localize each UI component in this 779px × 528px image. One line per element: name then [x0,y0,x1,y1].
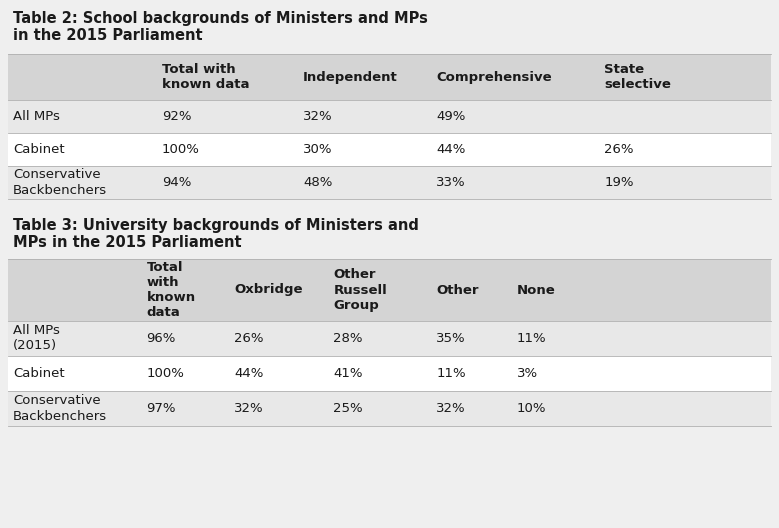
Text: 100%: 100% [146,367,185,380]
Text: 3%: 3% [516,367,538,380]
Bar [8,391,771,426]
Text: 25%: 25% [333,402,363,415]
Bar [8,166,771,199]
Text: Cabinet: Cabinet [13,143,65,156]
Text: 44%: 44% [436,143,466,156]
Bar [8,100,771,133]
Text: Comprehensive: Comprehensive [436,71,552,83]
Bar [8,356,771,391]
Text: Table 3: University backgrounds of Ministers and
MPs in the 2015 Parliament: Table 3: University backgrounds of Minis… [13,218,419,250]
Bar [8,321,771,356]
Text: Total with
known data: Total with known data [162,63,249,91]
Text: 11%: 11% [516,332,546,345]
Text: State
selective: State selective [605,63,671,91]
Text: 26%: 26% [605,143,634,156]
Text: All MPs: All MPs [13,110,60,123]
Text: Cabinet: Cabinet [13,367,65,380]
Text: Conservative
Backbenchers: Conservative Backbenchers [13,168,108,196]
Text: 41%: 41% [333,367,363,380]
Text: 92%: 92% [162,110,192,123]
Text: 19%: 19% [605,176,634,189]
Text: Total
with
known
data: Total with known data [146,261,196,319]
Text: 48%: 48% [303,176,333,189]
Bar [8,133,771,166]
Text: 33%: 33% [436,176,466,189]
Text: 100%: 100% [162,143,199,156]
Text: 26%: 26% [234,332,264,345]
Text: None: None [516,284,555,297]
Text: Other
Russell
Group: Other Russell Group [333,269,387,312]
Text: 94%: 94% [162,176,191,189]
Bar [8,259,771,321]
Text: 49%: 49% [436,110,466,123]
Text: 10%: 10% [516,402,546,415]
Text: 32%: 32% [303,110,333,123]
Text: Conservative
Backbenchers: Conservative Backbenchers [13,394,108,422]
Text: 28%: 28% [333,332,363,345]
Text: 35%: 35% [436,332,466,345]
Text: 32%: 32% [234,402,264,415]
Text: Independent: Independent [303,71,398,83]
Text: 30%: 30% [303,143,333,156]
Text: Other: Other [436,284,479,297]
Text: 32%: 32% [436,402,466,415]
Text: 11%: 11% [436,367,466,380]
Text: Table 2: School backgrounds of Ministers and MPs
in the 2015 Parliament: Table 2: School backgrounds of Ministers… [13,11,428,43]
Text: 96%: 96% [146,332,176,345]
Bar [8,54,771,100]
Text: Oxbridge: Oxbridge [234,284,303,297]
Text: 44%: 44% [234,367,263,380]
Text: All MPs
(2015): All MPs (2015) [13,325,60,353]
Text: 97%: 97% [146,402,176,415]
